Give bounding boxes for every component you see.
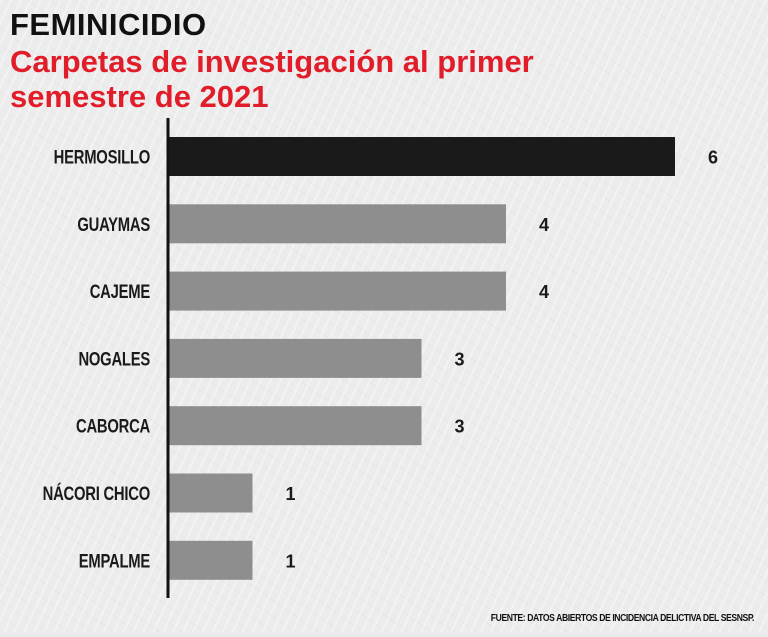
category-label: CABORCA [76,416,150,437]
category-label: NÁCORI CHICO [43,483,150,504]
chart-title: FEMINICIDIO [10,7,207,42]
bar [168,540,253,580]
category-label: NOGALES [78,349,150,370]
bar [168,204,506,244]
category-label: GUAYMAS [77,214,150,235]
category-label: CAJEME [90,281,150,302]
value-label: 3 [454,349,464,369]
value-label: 1 [285,484,295,504]
category-label: EMPALME [79,551,150,572]
category-label: HERMOSILLO [54,147,150,168]
bar [168,338,422,378]
value-label: 3 [454,417,464,437]
bar [168,271,506,311]
source-note: FUENTE: DATOS ABIERTOS DE INCIDENCIA DEL… [490,612,755,624]
value-label: 1 [285,551,295,571]
chart-subtitle: Carpetas de investigación al primer seme… [10,44,534,114]
bar [168,473,253,513]
bar [168,406,422,446]
bar [168,137,675,176]
value-label: 6 [708,148,718,168]
value-label: 4 [539,215,549,235]
value-label: 4 [539,282,549,302]
